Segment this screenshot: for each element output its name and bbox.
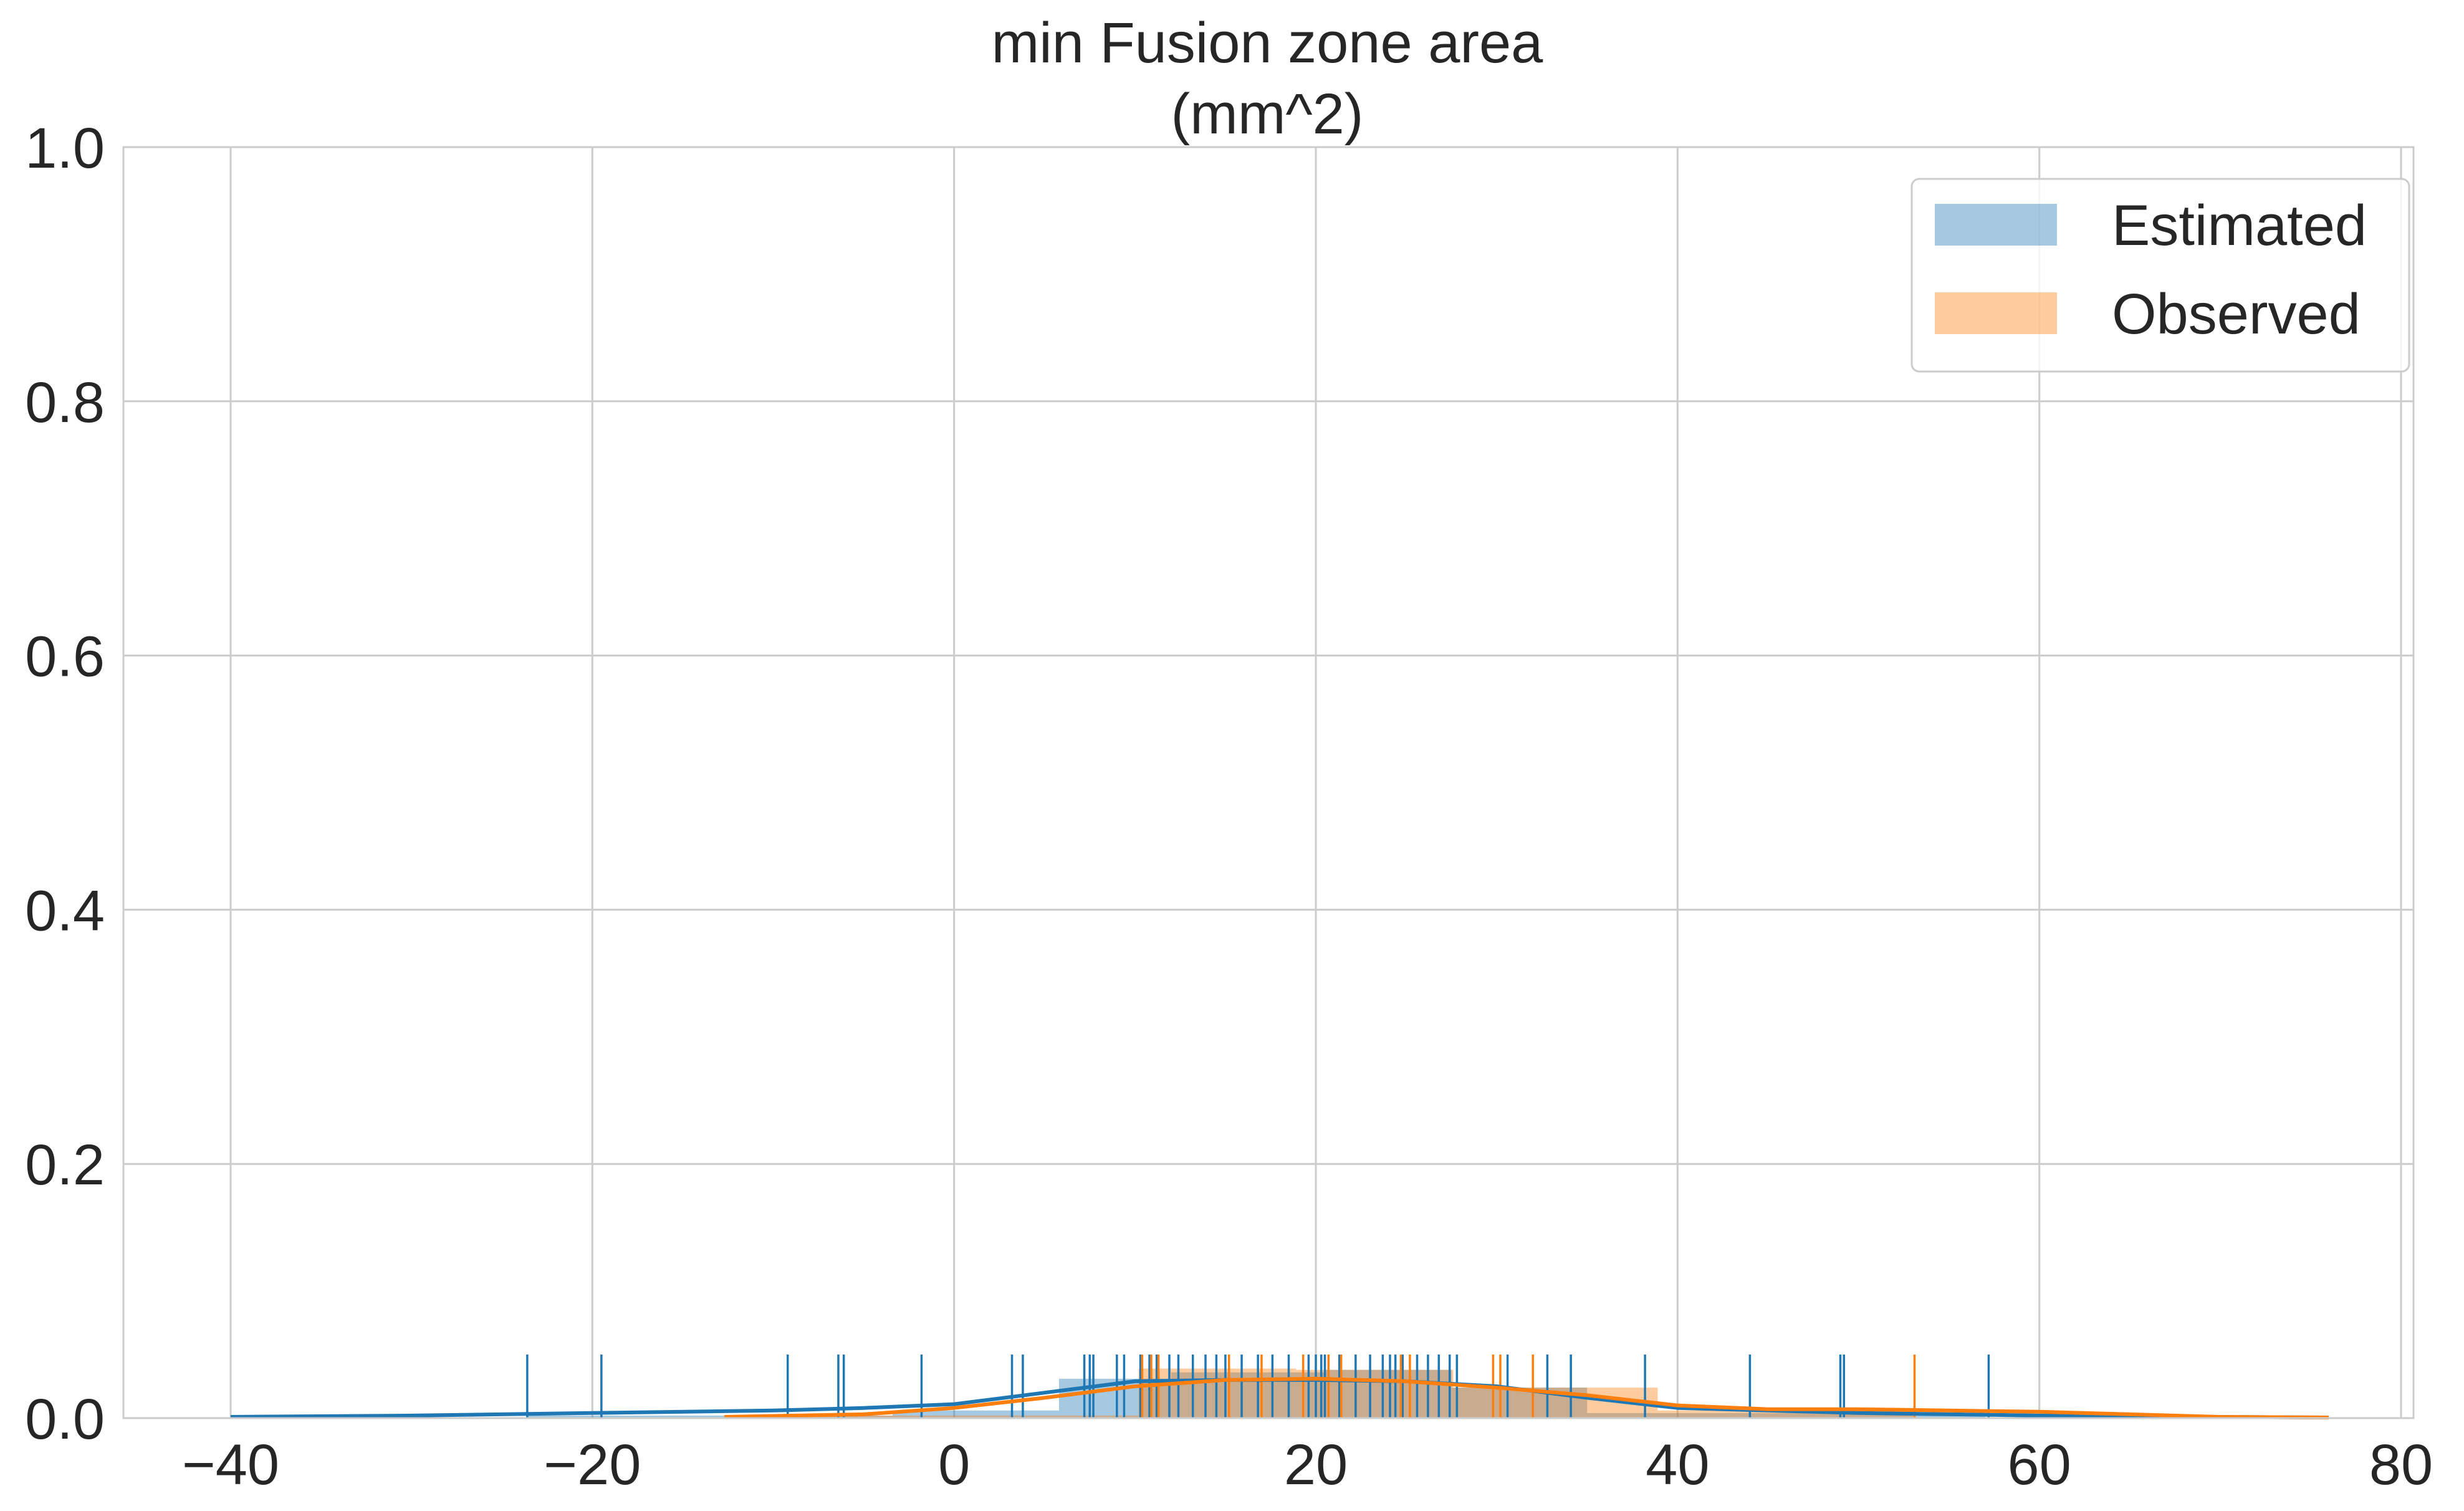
histogram-bar <box>893 1410 1059 1418</box>
y-tick-label: 0.6 <box>25 625 105 689</box>
histogram-bar <box>527 1415 893 1418</box>
legend-label-estimated: Estimated <box>2112 194 2367 257</box>
x-tick-label: 0 <box>938 1433 970 1497</box>
legend-swatch-estimated <box>1935 204 2057 246</box>
x-tick-label: 20 <box>1284 1433 1348 1497</box>
chart-title-line-2: (mm^2) <box>1171 82 1364 146</box>
x-tick-label: −40 <box>182 1433 279 1497</box>
y-tick-label: 0.4 <box>25 879 105 943</box>
x-tick-label: −20 <box>544 1433 641 1497</box>
y-tick-label: 0.0 <box>25 1388 105 1451</box>
rug-marks <box>526 1355 1990 1418</box>
x-tick-label: 40 <box>1646 1433 1709 1497</box>
axes: −40 −20 0 20 40 60 80 0.0 0.2 0.4 0.6 0.8 1.0 <box>25 117 2433 1497</box>
plot-frame <box>122 146 2415 1419</box>
histogram-bar <box>1587 1413 1985 1418</box>
y-tick-label: 1.0 <box>25 117 105 180</box>
legend: Estimated Observed <box>1910 178 2410 373</box>
y-tick-label: 0.8 <box>25 371 105 434</box>
legend-label-observed: Observed <box>2112 282 2361 346</box>
legend-swatch-observed <box>1935 292 2057 334</box>
histogram-bar <box>724 1415 1139 1418</box>
x-tick-label: 80 <box>2369 1433 2433 1497</box>
kde-lines <box>230 1376 2329 1419</box>
legend-box <box>1910 178 2410 373</box>
kde-line <box>724 1376 2329 1419</box>
x-tick-label: 60 <box>2007 1433 2071 1497</box>
chart-title-line-1: min Fusion zone area <box>992 11 1544 75</box>
y-tick-label: 0.2 <box>25 1133 105 1197</box>
chart-title: min Fusion zone area (mm^2) <box>992 11 1544 146</box>
